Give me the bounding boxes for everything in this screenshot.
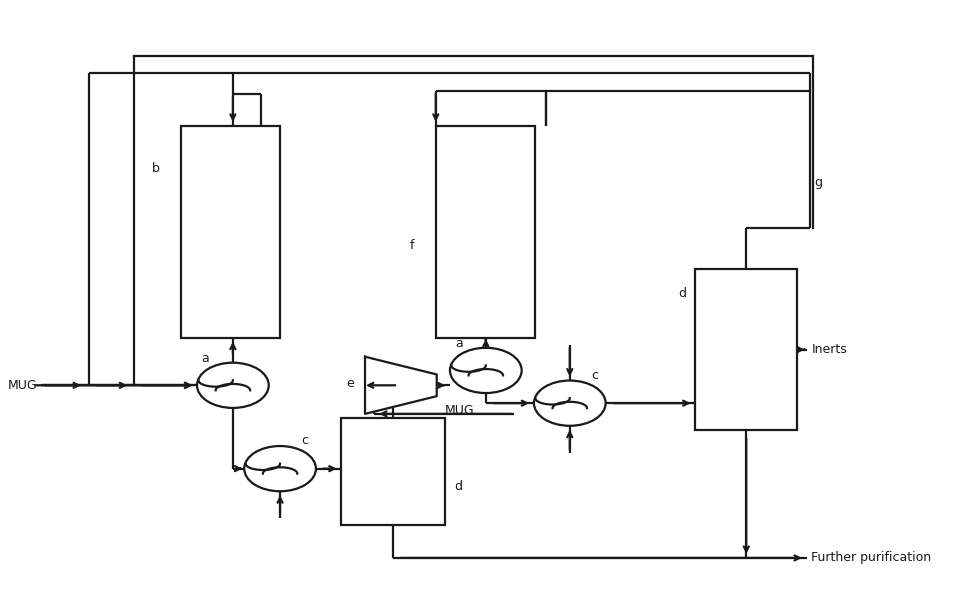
Text: MUG: MUG <box>8 379 37 392</box>
Circle shape <box>197 363 268 408</box>
Bar <box>341 418 445 525</box>
Text: f: f <box>409 239 413 252</box>
Circle shape <box>450 348 521 393</box>
Text: c: c <box>591 369 598 382</box>
Text: a: a <box>455 337 462 350</box>
Circle shape <box>533 380 605 426</box>
Bar <box>695 269 797 430</box>
Bar <box>435 126 534 338</box>
Text: MUG: MUG <box>445 404 475 417</box>
Text: c: c <box>301 434 308 447</box>
Text: b: b <box>151 161 160 175</box>
Text: g: g <box>813 176 822 190</box>
Text: d: d <box>678 286 685 300</box>
Text: e: e <box>346 377 354 390</box>
Bar <box>181 126 280 338</box>
Text: Further purification: Further purification <box>810 551 930 565</box>
Text: Inerts: Inerts <box>810 343 847 356</box>
Circle shape <box>244 446 315 491</box>
Text: a: a <box>202 352 209 365</box>
Polygon shape <box>364 357 436 414</box>
Text: d: d <box>455 480 462 493</box>
